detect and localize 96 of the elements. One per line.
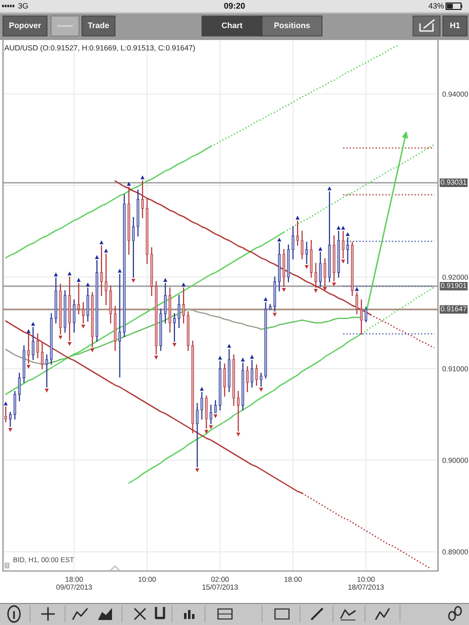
point <box>26 329 30 334</box>
candlestick <box>255 364 258 386</box>
candlestick <box>18 372 21 402</box>
point <box>140 175 144 180</box>
text: H1 <box>450 22 460 28</box>
candlestick <box>342 230 344 258</box>
point <box>126 182 131 186</box>
candlestick <box>310 240 313 278</box>
candlestick <box>109 286 112 324</box>
candlestick <box>164 282 167 324</box>
point <box>44 388 49 393</box>
point <box>94 255 99 259</box>
point <box>200 386 204 391</box>
candlestick <box>364 306 368 322</box>
point <box>100 240 104 244</box>
candlestick <box>223 364 226 397</box>
text: Trade <box>88 22 109 28</box>
point <box>240 358 245 362</box>
candlestick <box>346 237 349 264</box>
point <box>341 260 346 264</box>
candlestick <box>305 242 308 264</box>
point <box>277 238 282 242</box>
candlestick <box>324 258 326 286</box>
text: Positions <box>274 22 310 28</box>
point <box>104 248 108 253</box>
candlestick <box>9 412 12 427</box>
point <box>172 342 176 347</box>
text: Popover <box>9 22 41 30</box>
point <box>304 265 309 270</box>
point <box>4 401 8 406</box>
point <box>81 324 86 329</box>
candlestick <box>246 366 249 392</box>
point <box>31 322 36 326</box>
point <box>131 278 136 283</box>
point <box>154 356 158 360</box>
candlestick <box>282 249 286 287</box>
candlestick <box>319 252 322 287</box>
candlestick <box>118 274 122 378</box>
candlestick <box>27 334 30 364</box>
candlestick <box>182 288 185 324</box>
text: Chart <box>222 22 242 28</box>
candlestick <box>260 372 262 387</box>
candlestick <box>205 396 208 429</box>
candlestick <box>237 391 240 432</box>
candlestick <box>196 402 199 468</box>
point <box>8 428 12 432</box>
point <box>163 278 168 282</box>
point <box>118 268 122 273</box>
candlestick <box>4 406 8 422</box>
candlestick <box>36 333 39 358</box>
point <box>250 354 254 359</box>
candlestick <box>296 220 299 246</box>
point <box>227 344 232 348</box>
point <box>58 336 62 340</box>
candlestick <box>250 360 254 388</box>
point <box>336 226 341 230</box>
candlestick <box>77 282 80 314</box>
point <box>218 356 222 360</box>
candlestick <box>32 326 34 360</box>
point <box>68 342 72 346</box>
point <box>328 186 332 190</box>
point <box>26 364 30 369</box>
candlestick <box>86 288 90 322</box>
point <box>68 271 72 276</box>
point <box>182 282 186 286</box>
point <box>208 425 213 430</box>
candlestick <box>14 391 16 420</box>
point <box>314 288 318 293</box>
candlestick <box>72 299 76 333</box>
candlestick <box>314 262 318 288</box>
point <box>86 282 90 286</box>
point <box>195 468 200 472</box>
candlestick <box>82 302 85 324</box>
point <box>282 288 286 292</box>
point <box>296 216 300 220</box>
candlestick <box>200 392 204 420</box>
point <box>264 297 268 302</box>
point <box>214 414 218 418</box>
candlestick <box>45 354 48 388</box>
point <box>54 272 58 276</box>
point <box>341 226 346 230</box>
point <box>259 388 264 392</box>
point <box>318 246 322 251</box>
point <box>204 430 208 434</box>
point <box>76 278 81 282</box>
point <box>354 287 359 291</box>
point <box>322 287 327 291</box>
text: 09:20 <box>224 2 245 9</box>
candlestick <box>300 230 304 260</box>
point <box>332 282 336 286</box>
candlestick <box>132 217 135 278</box>
point <box>236 432 240 437</box>
point <box>346 232 350 236</box>
point <box>90 348 94 352</box>
candlestick <box>40 342 44 370</box>
point <box>272 312 277 317</box>
